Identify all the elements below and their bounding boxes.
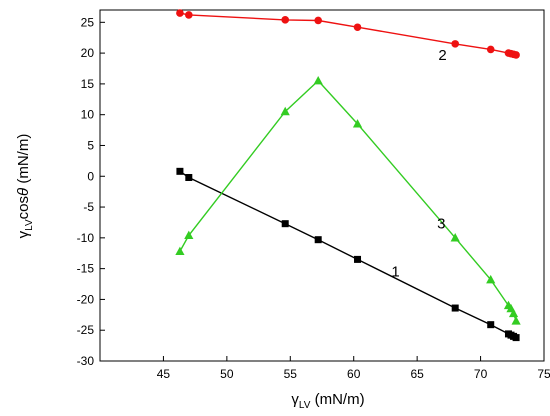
y-tick-label: 15	[81, 77, 95, 91]
y-tick-label: 5	[87, 138, 94, 152]
series-3-label: 3	[437, 216, 445, 233]
series-3-point	[508, 308, 519, 318]
series-2-point	[512, 51, 520, 59]
plot-frame	[99, 9, 545, 362]
y-axis-label: γLVcosθ (mN/m)	[15, 134, 35, 239]
x-tick-label: 55	[284, 367, 298, 381]
series-2-point	[281, 16, 290, 24]
series-1-point	[487, 321, 495, 329]
series-3-point	[280, 106, 290, 116]
series-2-point	[176, 9, 184, 17]
series-1-point	[451, 304, 459, 312]
series-3-point	[352, 119, 363, 128]
x-tick-label: 70	[474, 367, 488, 381]
series-3-point	[511, 316, 521, 325]
series-1-point	[354, 255, 362, 263]
series-2-line	[179, 12, 517, 56]
y-tick-label: 10	[81, 108, 95, 122]
x-tick-label: 45	[157, 367, 171, 381]
series-1: 1	[176, 167, 520, 342]
series-1-point	[176, 167, 184, 175]
x-tick-label: 65	[410, 367, 424, 381]
y-tick-label: 20	[81, 46, 95, 60]
y-tick-label: -30	[77, 354, 95, 368]
y-tick-label: 25	[81, 15, 95, 29]
series-2: 2	[176, 9, 520, 64]
series-3-point	[313, 76, 323, 85]
x-tick-label: 50	[220, 367, 234, 381]
series-3-point	[184, 230, 194, 239]
x-axis-label: γLV (mN/m)	[291, 391, 364, 411]
series-1-point	[185, 173, 193, 181]
series-1-line	[179, 170, 517, 339]
series-3-line	[179, 79, 517, 322]
series-3-point	[450, 233, 460, 242]
series-2-point	[451, 40, 460, 48]
series-3: 3	[175, 76, 521, 325]
x-tick-label: 60	[347, 367, 361, 381]
y-tick-label: -10	[77, 231, 95, 245]
series-2-point	[314, 16, 322, 25]
series-1-point	[314, 236, 322, 244]
y-tick-label: 0	[87, 169, 94, 183]
series-3-point	[486, 274, 496, 284]
ticks-layer: 45 50 55 60 65 70 75 -30 -25 -20 -15 -10 -5 0 5 10 15 20 2…	[77, 15, 550, 381]
y-tick-label: -25	[77, 323, 95, 337]
series-2-point	[486, 45, 495, 54]
series-1-point	[512, 334, 520, 342]
series-2-point	[353, 23, 362, 32]
series-3-point	[175, 246, 185, 255]
y-tick-label: -15	[77, 262, 95, 276]
series-1-label: 1	[391, 264, 399, 281]
series-2-label: 2	[438, 47, 446, 64]
series-2-point	[185, 11, 193, 19]
series-layer: 1 2 3	[175, 9, 521, 342]
y-tick-label: -5	[83, 200, 94, 214]
series-1-point	[281, 220, 289, 228]
y-tick-label: -20	[77, 292, 95, 306]
x-tick-label: 75	[537, 367, 550, 381]
